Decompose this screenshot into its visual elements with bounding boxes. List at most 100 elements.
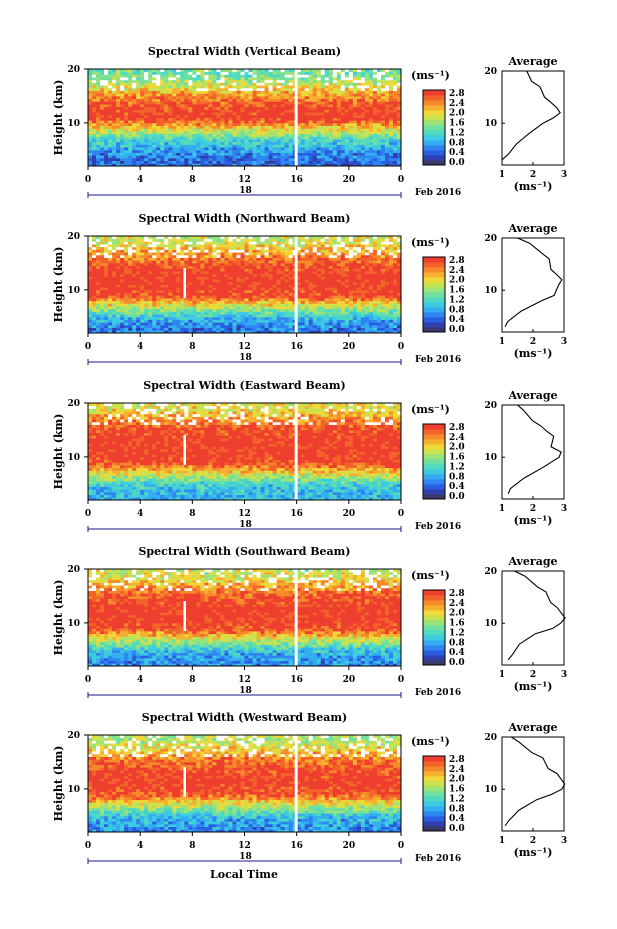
heatmap-cell [356, 330, 362, 334]
heatmap-cell [296, 82, 302, 86]
heatmap-cell [132, 98, 137, 102]
heatmap-cell [172, 281, 177, 285]
heatmap-cell [176, 101, 181, 105]
heatmap-cell [204, 112, 209, 116]
heatmap-cell [312, 112, 318, 116]
heatmap-cell [124, 327, 129, 331]
heatmap-cell [300, 144, 306, 148]
heatmap-cell [312, 160, 318, 164]
heatmap-cell [144, 93, 149, 97]
heatmap-cell [288, 303, 294, 307]
heatmap-cell [92, 160, 97, 164]
heatmap-cell [152, 77, 157, 81]
heatmap-cell [120, 90, 125, 94]
heatmap-cell [276, 268, 282, 272]
heatmap-cell [340, 163, 346, 167]
heatmap-cell [352, 322, 358, 326]
heatmap-cell [336, 297, 342, 302]
heatmap-cell [396, 95, 402, 100]
heatmap-cell [308, 104, 314, 108]
heatmap-cell [196, 104, 201, 108]
heatmap-cell [384, 117, 390, 121]
heatmap-cell [104, 95, 109, 100]
heatmap-cell [392, 77, 398, 81]
heatmap-cell [252, 276, 257, 280]
heatmap-cell [328, 319, 334, 323]
heatmap-cell [284, 101, 290, 105]
heatmap-cell [336, 139, 342, 143]
heatmap-cell [288, 133, 294, 137]
heatmap-cell [256, 130, 261, 135]
heatmap-cell [212, 112, 217, 116]
heatmap-cell [396, 82, 402, 86]
heatmap-cell [272, 71, 277, 75]
heatmap-cell [236, 300, 241, 304]
heatmap-cell [128, 327, 133, 331]
heatmap-cell [232, 303, 237, 307]
heatmap-cell [128, 292, 133, 296]
heatmap-cell [300, 133, 306, 137]
heatmap-cell [316, 284, 322, 288]
heatmap-cell [284, 152, 290, 156]
heatmap-cell [112, 117, 117, 121]
heatmap-cell [348, 308, 354, 312]
heatmap-cell [336, 125, 342, 129]
heatmap-cell [256, 69, 261, 73]
heatmap-cell [320, 106, 326, 110]
heatmap-cell [392, 157, 398, 162]
heatmap-cell [160, 155, 165, 159]
heatmap-cell [268, 284, 273, 288]
heatmap-cell [108, 330, 113, 334]
heatmap-cell [160, 303, 165, 307]
heatmap-cell [356, 303, 362, 307]
heatmap-cell [328, 314, 334, 318]
heatmap-cell [240, 297, 245, 302]
heatmap-cell [360, 74, 366, 78]
heatmap-cell [212, 74, 217, 78]
heatmap-cell [108, 130, 113, 135]
heatmap-cell [344, 300, 350, 304]
heatmap-cell [128, 128, 133, 132]
heatmap-cell [180, 316, 185, 320]
heatmap-cell [120, 95, 125, 100]
heatmap-cell [328, 149, 334, 153]
heatmap-cell [204, 101, 209, 105]
heatmap-cell [208, 284, 213, 288]
heatmap-cell [352, 87, 358, 91]
heatmap-cell [256, 93, 261, 97]
heatmap-cell [112, 109, 117, 113]
heatmap-cell [336, 311, 342, 315]
heatmap-cell [192, 330, 197, 334]
heatmap-cell [328, 316, 334, 320]
heatmap-cell [388, 265, 394, 269]
heatmap-cell [160, 319, 165, 323]
heatmap-cell [284, 324, 290, 329]
heatmap-cell [284, 125, 290, 129]
heatmap-cell [96, 122, 101, 126]
heatmap-cell [128, 152, 133, 156]
heatmap-cell [336, 303, 342, 307]
heatmap-cell [332, 98, 338, 102]
heatmap-cell [152, 104, 157, 108]
heatmap-cell [92, 268, 97, 272]
heatmap-cell [120, 120, 125, 124]
heatmap-cell [192, 276, 197, 280]
heatmap-cell [140, 271, 145, 275]
heatmap-cell [284, 319, 290, 323]
heatmap-cell [300, 136, 306, 140]
heatmap-cell [256, 114, 261, 118]
heatmap-cell [376, 125, 382, 129]
colorbar-swatch [423, 100, 445, 106]
heatmap-cell [280, 322, 286, 326]
heatmap-cell [380, 79, 386, 83]
heatmap-cell [244, 319, 249, 323]
heatmap-cell [216, 324, 221, 329]
heatmap-cell [160, 316, 165, 320]
heatmap-cell [264, 152, 269, 156]
heatmap-cell [164, 98, 169, 102]
heatmap-cell [168, 260, 173, 264]
heatmap-cell [388, 306, 394, 310]
heatmap-cell [116, 101, 121, 105]
heatmap-cell [332, 300, 338, 304]
heatmap-cell [212, 284, 217, 288]
